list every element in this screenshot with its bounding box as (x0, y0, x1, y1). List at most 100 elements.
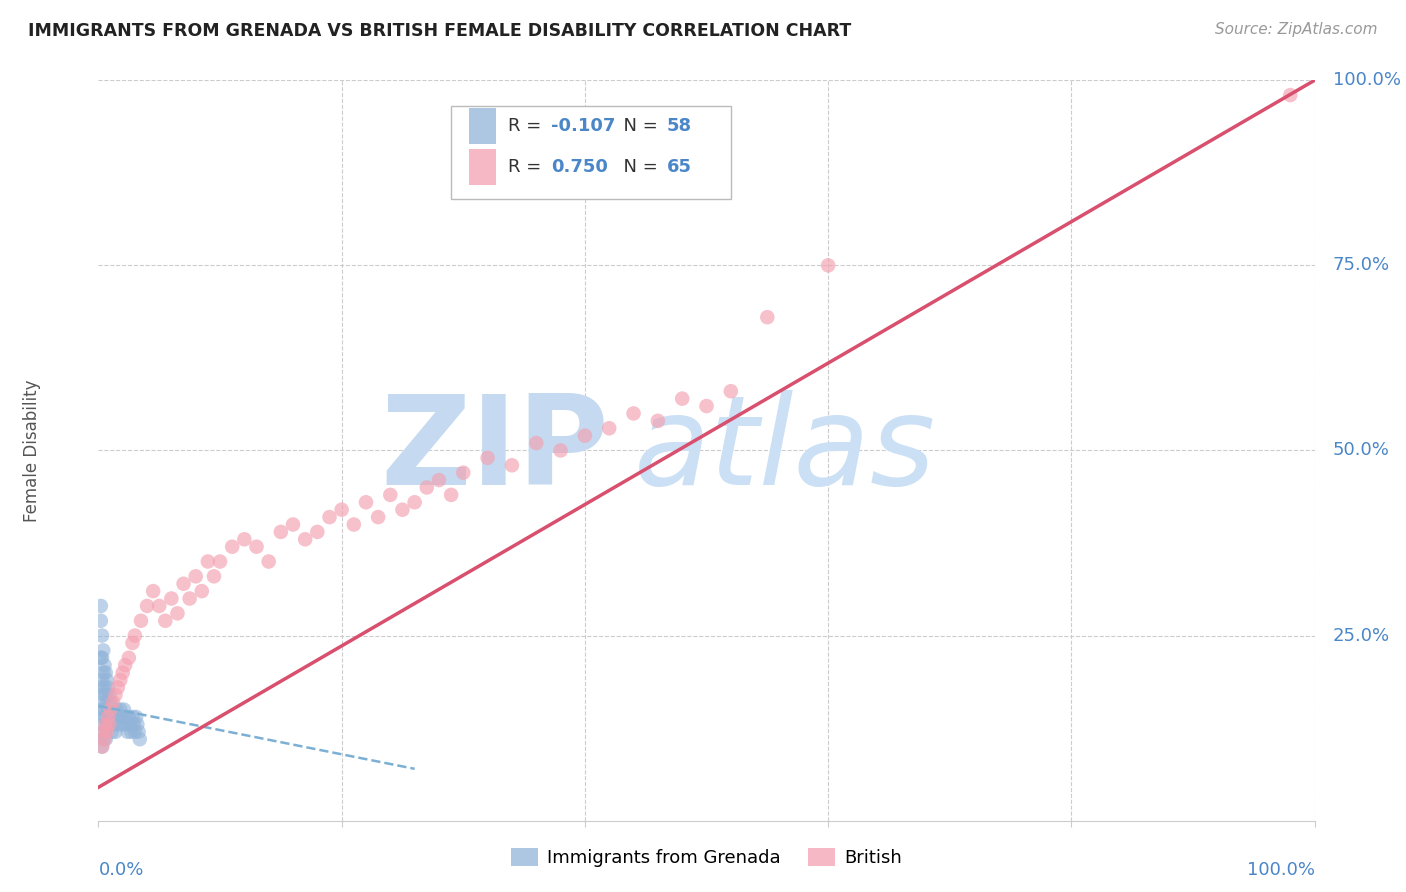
Point (91, 643, 114, 657)
Point (404, 495, 426, 509)
Point (623, 407, 645, 421)
Point (118, 710, 141, 724)
Point (94, 732, 117, 747)
Point (93, 658, 115, 673)
Point (96, 673, 118, 687)
Point (124, 628, 146, 642)
Point (93, 724, 115, 739)
Point (97, 703, 120, 717)
Point (114, 710, 136, 724)
Text: 65: 65 (666, 158, 692, 176)
Point (202, 569, 225, 583)
Legend: Immigrants from Grenada, British: Immigrants from Grenada, British (503, 841, 910, 874)
Bar (470, 149, 496, 185)
Point (391, 502, 413, 516)
Point (148, 599, 170, 613)
Point (97, 710, 120, 724)
Point (90, 650, 112, 665)
Point (550, 443, 572, 458)
Point (90, 681, 112, 695)
Text: IMMIGRANTS FROM GRENADA VS BRITISH FEMALE DISABILITY CORRELATION CHART: IMMIGRANTS FROM GRENADA VS BRITISH FEMAL… (28, 22, 852, 40)
Text: 0.0%: 0.0% (98, 862, 143, 880)
Point (94, 665, 117, 680)
Point (91, 695, 114, 709)
Text: R =: R = (509, 117, 547, 136)
Point (128, 732, 150, 747)
Point (117, 724, 139, 739)
Point (453, 466, 475, 480)
Point (209, 554, 232, 569)
Point (270, 524, 292, 539)
Point (91, 650, 114, 665)
Point (343, 517, 366, 532)
Point (90, 614, 112, 628)
Point (98, 710, 121, 724)
Point (720, 384, 742, 399)
Point (107, 710, 129, 724)
Point (427, 473, 450, 487)
Point (98, 717, 121, 731)
Bar (470, 109, 496, 144)
Text: Source: ZipAtlas.com: Source: ZipAtlas.com (1215, 22, 1378, 37)
Point (671, 392, 693, 406)
Point (160, 591, 183, 606)
Point (120, 724, 142, 739)
Point (416, 480, 439, 494)
Point (105, 703, 128, 717)
FancyBboxPatch shape (451, 106, 731, 199)
Point (101, 710, 124, 724)
Point (115, 717, 138, 731)
Point (354, 495, 377, 509)
Point (112, 703, 135, 717)
Point (111, 717, 134, 731)
Text: 58: 58 (666, 117, 692, 136)
Point (233, 533, 256, 547)
Point (166, 607, 188, 621)
Point (108, 717, 131, 731)
Point (307, 524, 329, 539)
Text: 75.0%: 75.0% (1333, 256, 1391, 275)
Point (574, 428, 596, 442)
Point (103, 717, 125, 731)
Point (91, 724, 114, 739)
Point (91, 710, 114, 724)
Text: 0.750: 0.750 (551, 158, 607, 176)
Text: 100.0%: 100.0% (1247, 862, 1315, 880)
Text: 100.0%: 100.0% (1333, 71, 1400, 89)
Point (179, 591, 201, 606)
Point (647, 414, 669, 428)
Point (91, 739, 114, 754)
Point (191, 584, 214, 599)
Text: 50.0%: 50.0% (1333, 442, 1389, 459)
Point (118, 717, 141, 731)
Point (129, 614, 152, 628)
Point (110, 710, 132, 724)
Point (367, 510, 389, 524)
Point (96, 724, 118, 739)
Text: R =: R = (509, 158, 547, 176)
Text: Female Disability: Female Disability (22, 379, 41, 522)
Point (110, 703, 132, 717)
Point (1279, 88, 1302, 103)
Point (107, 681, 129, 695)
Point (94, 710, 117, 724)
Point (111, 665, 134, 680)
Point (524, 436, 547, 450)
Point (91, 628, 114, 642)
Point (125, 710, 148, 724)
Text: N =: N = (612, 158, 664, 176)
Point (122, 717, 145, 731)
Point (90, 599, 112, 613)
Point (598, 421, 620, 435)
Point (197, 554, 219, 569)
Point (110, 673, 132, 687)
Point (142, 584, 165, 599)
Point (440, 488, 463, 502)
Point (93, 703, 115, 717)
Point (221, 540, 243, 554)
Point (501, 458, 523, 473)
Point (94, 688, 117, 702)
Point (281, 517, 304, 532)
Point (100, 717, 122, 731)
Point (136, 599, 159, 613)
